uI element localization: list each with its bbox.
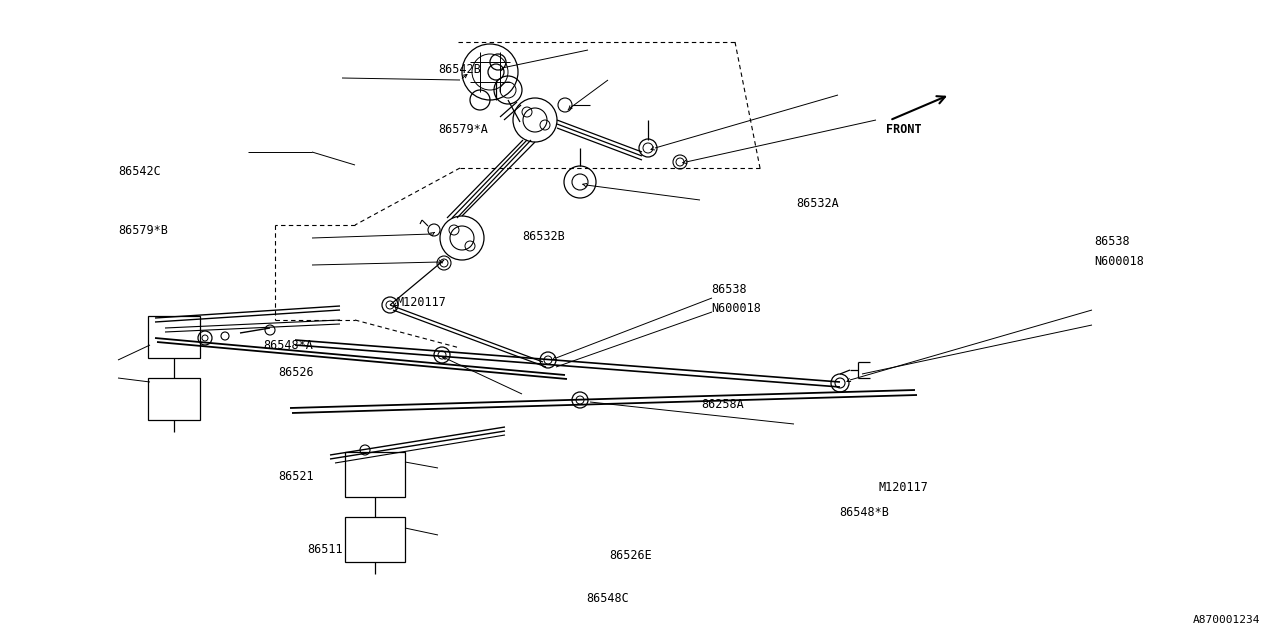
Text: 86548*A: 86548*A (264, 339, 314, 352)
Text: M120117: M120117 (878, 481, 928, 494)
Text: 86538: 86538 (1094, 236, 1130, 248)
Text: 86526: 86526 (278, 366, 314, 379)
Text: 86511: 86511 (307, 543, 343, 556)
Bar (148, 378, 200, 420)
Text: A870001234: A870001234 (1193, 615, 1260, 625)
Text: 86542B: 86542B (438, 63, 480, 76)
Bar (346, 452, 404, 497)
Text: 86548*B: 86548*B (840, 506, 890, 518)
Text: 86526E: 86526E (609, 549, 652, 562)
Text: 86538: 86538 (712, 283, 748, 296)
Text: 86548C: 86548C (586, 592, 628, 605)
Bar (148, 316, 200, 358)
Text: 86532A: 86532A (796, 197, 838, 210)
Text: FRONT: FRONT (886, 123, 922, 136)
Bar (346, 517, 404, 562)
Text: 86532B: 86532B (522, 230, 564, 243)
Text: M120117: M120117 (397, 296, 447, 308)
Text: 86258A: 86258A (701, 398, 744, 411)
Text: 86542C: 86542C (118, 165, 160, 178)
Text: N600018: N600018 (1094, 255, 1144, 268)
Text: 86521: 86521 (278, 470, 314, 483)
Text: 86579*B: 86579*B (118, 224, 168, 237)
Text: N600018: N600018 (712, 302, 762, 315)
Text: 86579*A: 86579*A (438, 123, 488, 136)
